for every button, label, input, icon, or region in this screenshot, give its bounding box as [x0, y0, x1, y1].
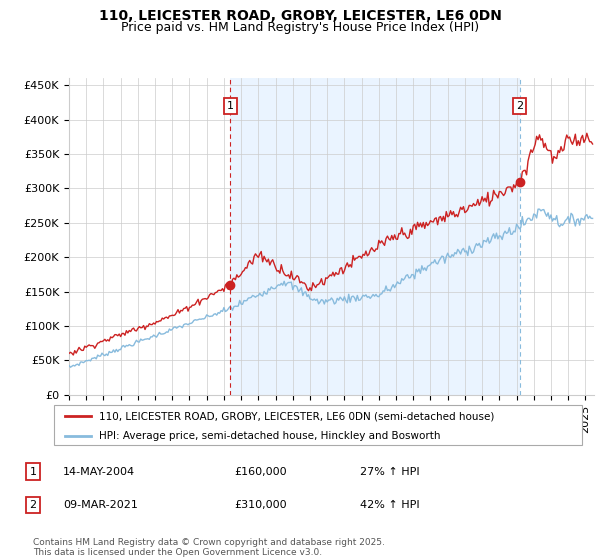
Text: Contains HM Land Registry data © Crown copyright and database right 2025.
This d: Contains HM Land Registry data © Crown c…	[33, 538, 385, 557]
Text: 27% ↑ HPI: 27% ↑ HPI	[360, 466, 419, 477]
Text: £160,000: £160,000	[234, 466, 287, 477]
Text: 2: 2	[29, 500, 37, 510]
Text: 110, LEICESTER ROAD, GROBY, LEICESTER, LE6 0DN: 110, LEICESTER ROAD, GROBY, LEICESTER, L…	[98, 9, 502, 23]
Text: 14-MAY-2004: 14-MAY-2004	[63, 466, 135, 477]
Text: 42% ↑ HPI: 42% ↑ HPI	[360, 500, 419, 510]
Text: HPI: Average price, semi-detached house, Hinckley and Bosworth: HPI: Average price, semi-detached house,…	[99, 431, 440, 441]
Text: £310,000: £310,000	[234, 500, 287, 510]
FancyBboxPatch shape	[54, 405, 582, 445]
Text: Price paid vs. HM Land Registry's House Price Index (HPI): Price paid vs. HM Land Registry's House …	[121, 21, 479, 34]
Text: 1: 1	[227, 101, 234, 111]
Text: 1: 1	[29, 466, 37, 477]
Bar	[230, 78, 520, 395]
Text: 2: 2	[516, 101, 523, 111]
Text: 110, LEICESTER ROAD, GROBY, LEICESTER, LE6 0DN (semi-detached house): 110, LEICESTER ROAD, GROBY, LEICESTER, L…	[99, 411, 494, 421]
Text: 09-MAR-2021: 09-MAR-2021	[63, 500, 138, 510]
